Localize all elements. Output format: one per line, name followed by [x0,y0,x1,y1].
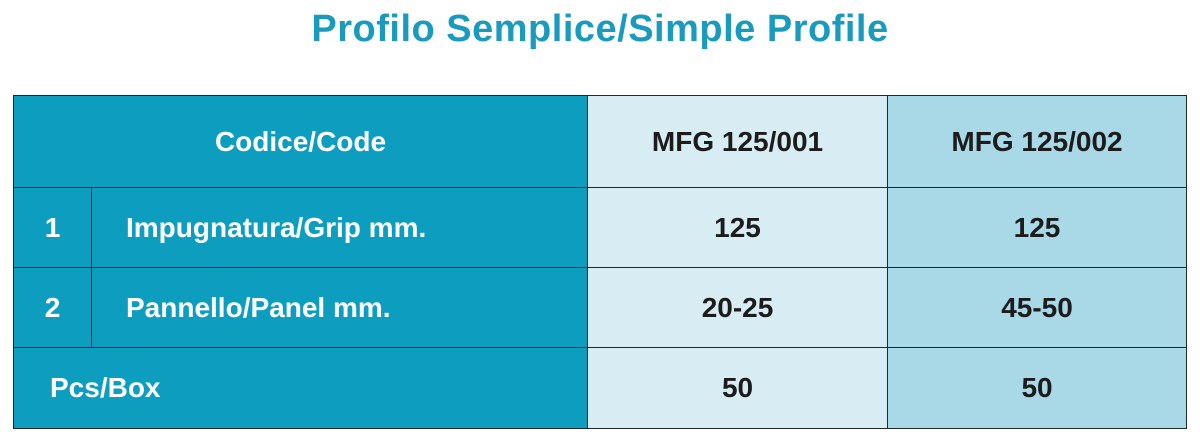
table-row: 1 Impugnatura/Grip mm. 125 125 [13,187,1188,268]
footer-value-col1: 50 [587,347,889,429]
page-title: Profilo Semplice/Simple Profile [311,8,889,50]
table-row: 2 Pannello/Panel mm. 20-25 45-50 [13,267,1188,348]
row-value-col1: 20-25 [587,267,889,348]
footer-value-col2: 50 [887,347,1188,429]
footer-pcs-label: Pcs/Box [12,347,589,429]
row-value-col2: 45-50 [887,267,1188,348]
row-value-col2: 125 [887,187,1188,268]
row-value-col1: 125 [587,187,889,268]
table-header-row: Codice/Code MFG 125/001 MFG 125/002 [12,95,1188,188]
header-code-col2: MFG 125/002 [887,95,1188,188]
row-label: Impugnatura/Grip mm. [90,187,589,268]
row-label: Pannello/Panel mm. [90,267,589,348]
spec-table: Codice/Code MFG 125/001 MFG 125/002 1 Im… [12,95,1188,429]
row-number: 1 [13,187,92,268]
header-code-label: Codice/Code [12,95,589,188]
table-footer-row: Pcs/Box 50 50 [12,347,1188,429]
header-code-col1: MFG 125/001 [587,95,889,188]
row-number: 2 [13,267,92,348]
